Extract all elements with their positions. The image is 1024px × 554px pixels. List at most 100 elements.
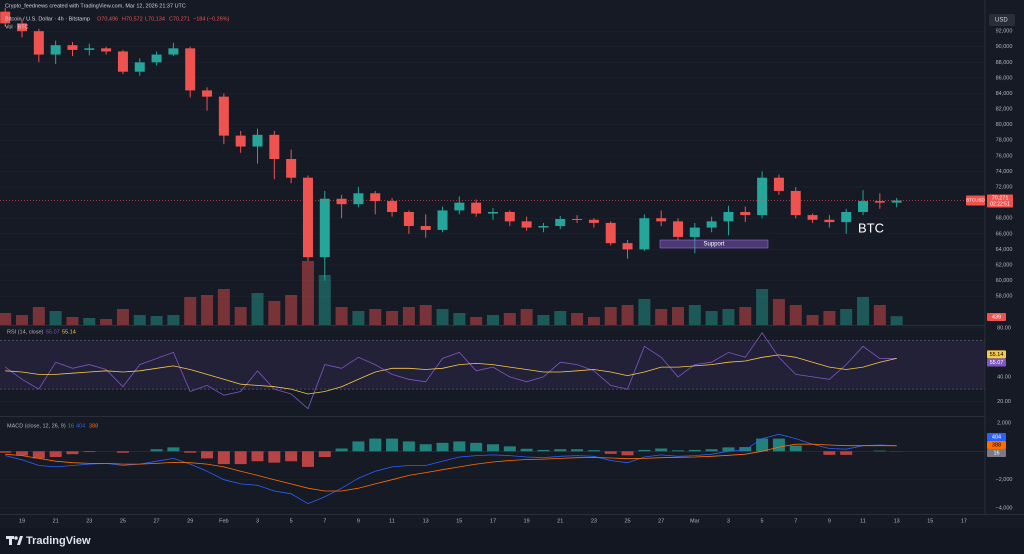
volume-bar — [201, 295, 214, 325]
volume-bar — [621, 305, 634, 325]
candle-body — [185, 48, 196, 91]
y-tick-label: 64,000 — [996, 247, 1013, 253]
histogram-bar — [318, 451, 331, 457]
y-tick-label: −2,000 — [996, 477, 1013, 483]
candle-body — [588, 219, 599, 223]
value-tag — [987, 358, 1006, 367]
support-label: Support — [703, 242, 724, 248]
x-tick-label: 13 — [894, 518, 900, 524]
macd-hist-legend: 16 — [68, 423, 74, 429]
candle-body — [555, 219, 566, 227]
histogram-bar — [49, 451, 62, 457]
candle-body — [252, 134, 263, 147]
volume-bar — [604, 307, 617, 325]
candle-body — [673, 221, 683, 237]
volume-bar — [638, 299, 651, 325]
candle-body — [471, 202, 482, 214]
y-tick-label: 62,000 — [996, 262, 1013, 268]
histogram-bar — [167, 447, 180, 452]
candle-body — [841, 211, 852, 223]
rsi-ma-legend-value: 55.14 — [62, 329, 76, 335]
price-tag — [987, 194, 1013, 208]
volume-bar — [756, 289, 769, 325]
y-tick-label: 90,000 — [996, 44, 1013, 50]
histogram-bar — [184, 451, 197, 453]
y-tick-label: 74,000 — [996, 169, 1013, 175]
candle-body — [723, 211, 734, 222]
histogram-bar — [453, 441, 466, 452]
x-tick-label: 25 — [624, 518, 630, 524]
y-tick-label: 66,000 — [996, 231, 1013, 237]
histogram-bar — [604, 451, 617, 454]
candle-body — [67, 45, 78, 50]
price-tag-value: 70,271 — [992, 195, 1009, 201]
histogram-bar — [739, 447, 752, 452]
rsi-legend-value: 55.07 — [46, 329, 60, 335]
histogram-bar — [756, 438, 769, 452]
histogram-bar — [116, 451, 129, 453]
candle-body — [84, 48, 95, 50]
histogram-bar — [520, 448, 533, 452]
volume-bar — [857, 297, 870, 325]
histogram-bar — [705, 449, 718, 452]
candle-body — [807, 215, 818, 220]
histogram-bar — [470, 442, 483, 452]
candle-body — [319, 198, 330, 258]
price-tag — [966, 195, 985, 206]
candle-body — [656, 218, 667, 222]
histogram-bar — [655, 448, 668, 452]
support-zone — [659, 239, 769, 249]
y-tick-label: 92,000 — [996, 29, 1013, 35]
ohlc-open: O70,496 — [97, 16, 118, 22]
candle-body — [269, 134, 280, 159]
candle-body — [370, 193, 381, 202]
price-tag-symbol: BTCUSD — [966, 198, 985, 203]
x-tick-label: 9 — [357, 518, 360, 524]
candle-body — [235, 135, 246, 147]
rsi-line — [4, 332, 897, 410]
volume-bar — [890, 316, 903, 325]
volume-bar — [503, 313, 516, 325]
histogram-bar — [285, 451, 298, 462]
volume-bar — [369, 309, 382, 325]
volume-bar — [66, 317, 79, 325]
candle-body — [218, 96, 229, 136]
candle-body — [101, 48, 112, 52]
candle-body — [824, 219, 835, 223]
candle-body — [487, 211, 498, 214]
y-tick-label: 88,000 — [996, 60, 1013, 66]
candle-body — [504, 211, 515, 222]
volume-bar — [83, 318, 96, 325]
histogram-bar — [486, 444, 499, 452]
volume-bar — [554, 311, 567, 325]
y-tick-label: 76,000 — [996, 153, 1013, 159]
value-tag — [987, 313, 1006, 321]
volume-bar — [537, 315, 550, 325]
symbol: Bitcoin / U.S. Dollar · 4h · Bitstamp — [5, 16, 90, 22]
volume-bar — [453, 313, 466, 325]
currency-box[interactable] — [989, 14, 1015, 26]
volume-bar — [520, 309, 533, 325]
histogram-bar — [251, 451, 264, 462]
volume-bar — [587, 317, 600, 325]
y-tick-label: −4,000 — [996, 505, 1013, 511]
x-tick-label: 17 — [490, 518, 496, 524]
candle-body — [33, 31, 44, 55]
value-tag-label: 388 — [992, 442, 1001, 448]
candle-body — [403, 211, 414, 227]
volume-bar — [402, 307, 415, 325]
histogram-bar — [352, 441, 365, 452]
value-tag — [987, 449, 1006, 457]
histogram-bar — [335, 448, 348, 452]
x-tick-label: 15 — [456, 518, 462, 524]
volume-bar — [386, 311, 399, 325]
currency[interactable]: USD — [995, 18, 1008, 24]
candle-body — [740, 211, 751, 216]
volume-bar — [32, 307, 45, 325]
candle-body — [202, 90, 213, 97]
value-tag — [987, 441, 1006, 449]
rsi-title: RSI (14, close) — [7, 329, 44, 335]
volume-bar — [352, 311, 365, 325]
x-tick-label: 5 — [761, 518, 764, 524]
histogram-bar — [201, 451, 214, 459]
